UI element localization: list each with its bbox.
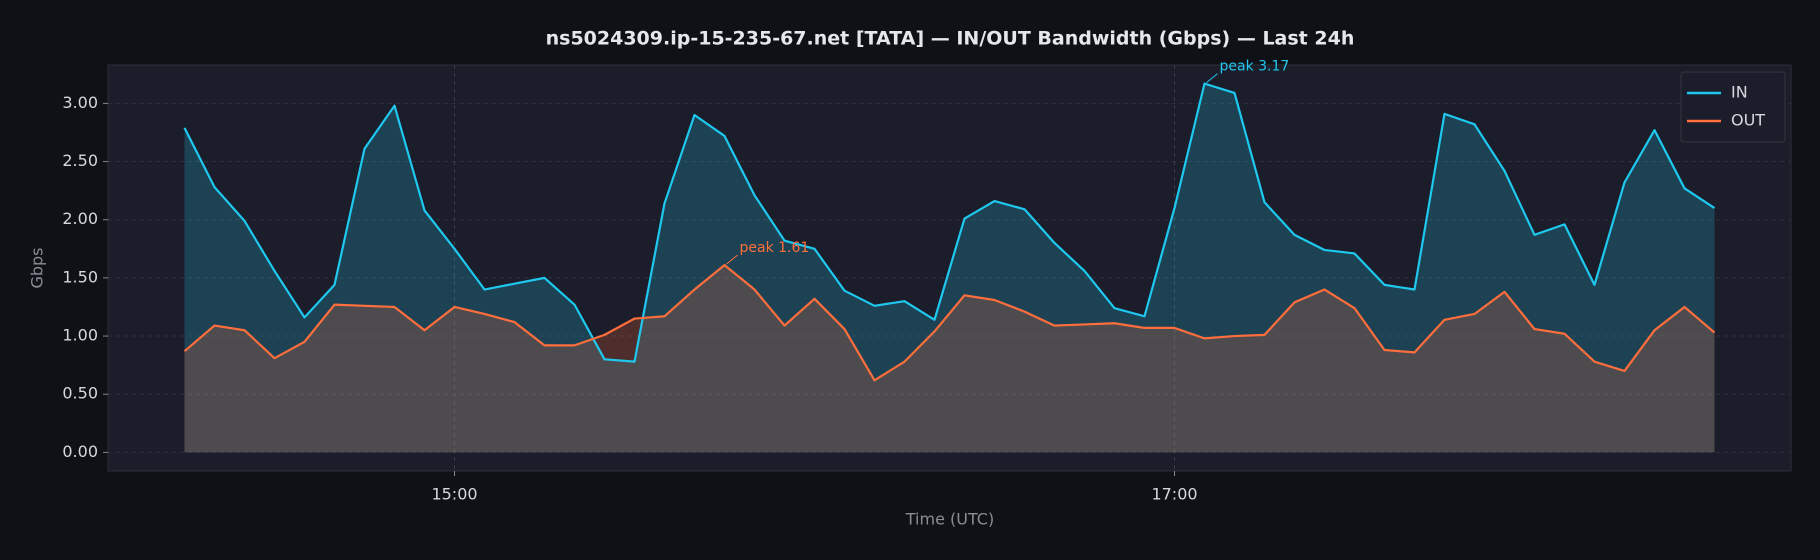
area xyxy=(184,83,1715,453)
chart-title: ns5024309.ip-15-235-67.net [TATA] — IN/O… xyxy=(546,28,1355,50)
annotation-leader xyxy=(1206,73,1218,84)
annotation: peak 1.61 xyxy=(740,240,810,256)
x-axis-label: Time (UTC) xyxy=(905,510,994,529)
legend-label: IN xyxy=(1731,83,1748,102)
legend-label: OUT xyxy=(1731,111,1765,130)
y-tick-label: 1.00 xyxy=(62,326,98,345)
annotation: peak 3.17 xyxy=(1220,59,1290,75)
area xyxy=(184,265,1715,453)
y-axis-label: Gbps xyxy=(28,247,47,288)
y-tick-label: 1.50 xyxy=(62,267,98,286)
y-tick-label: 2.50 xyxy=(62,151,98,170)
x-tick-label: 17:00 xyxy=(1151,485,1197,504)
line xyxy=(183,82,1716,363)
y-tick-label: 0.50 xyxy=(62,384,98,403)
y-tick-label: 0.00 xyxy=(62,442,98,461)
x-tick-label: 15:00 xyxy=(431,485,477,504)
line xyxy=(183,263,1716,382)
annotation-leader xyxy=(726,254,738,265)
y-tick-label: 2.00 xyxy=(62,209,98,228)
legend-box xyxy=(1680,71,1786,143)
y-tick-label: 3.00 xyxy=(62,93,98,112)
